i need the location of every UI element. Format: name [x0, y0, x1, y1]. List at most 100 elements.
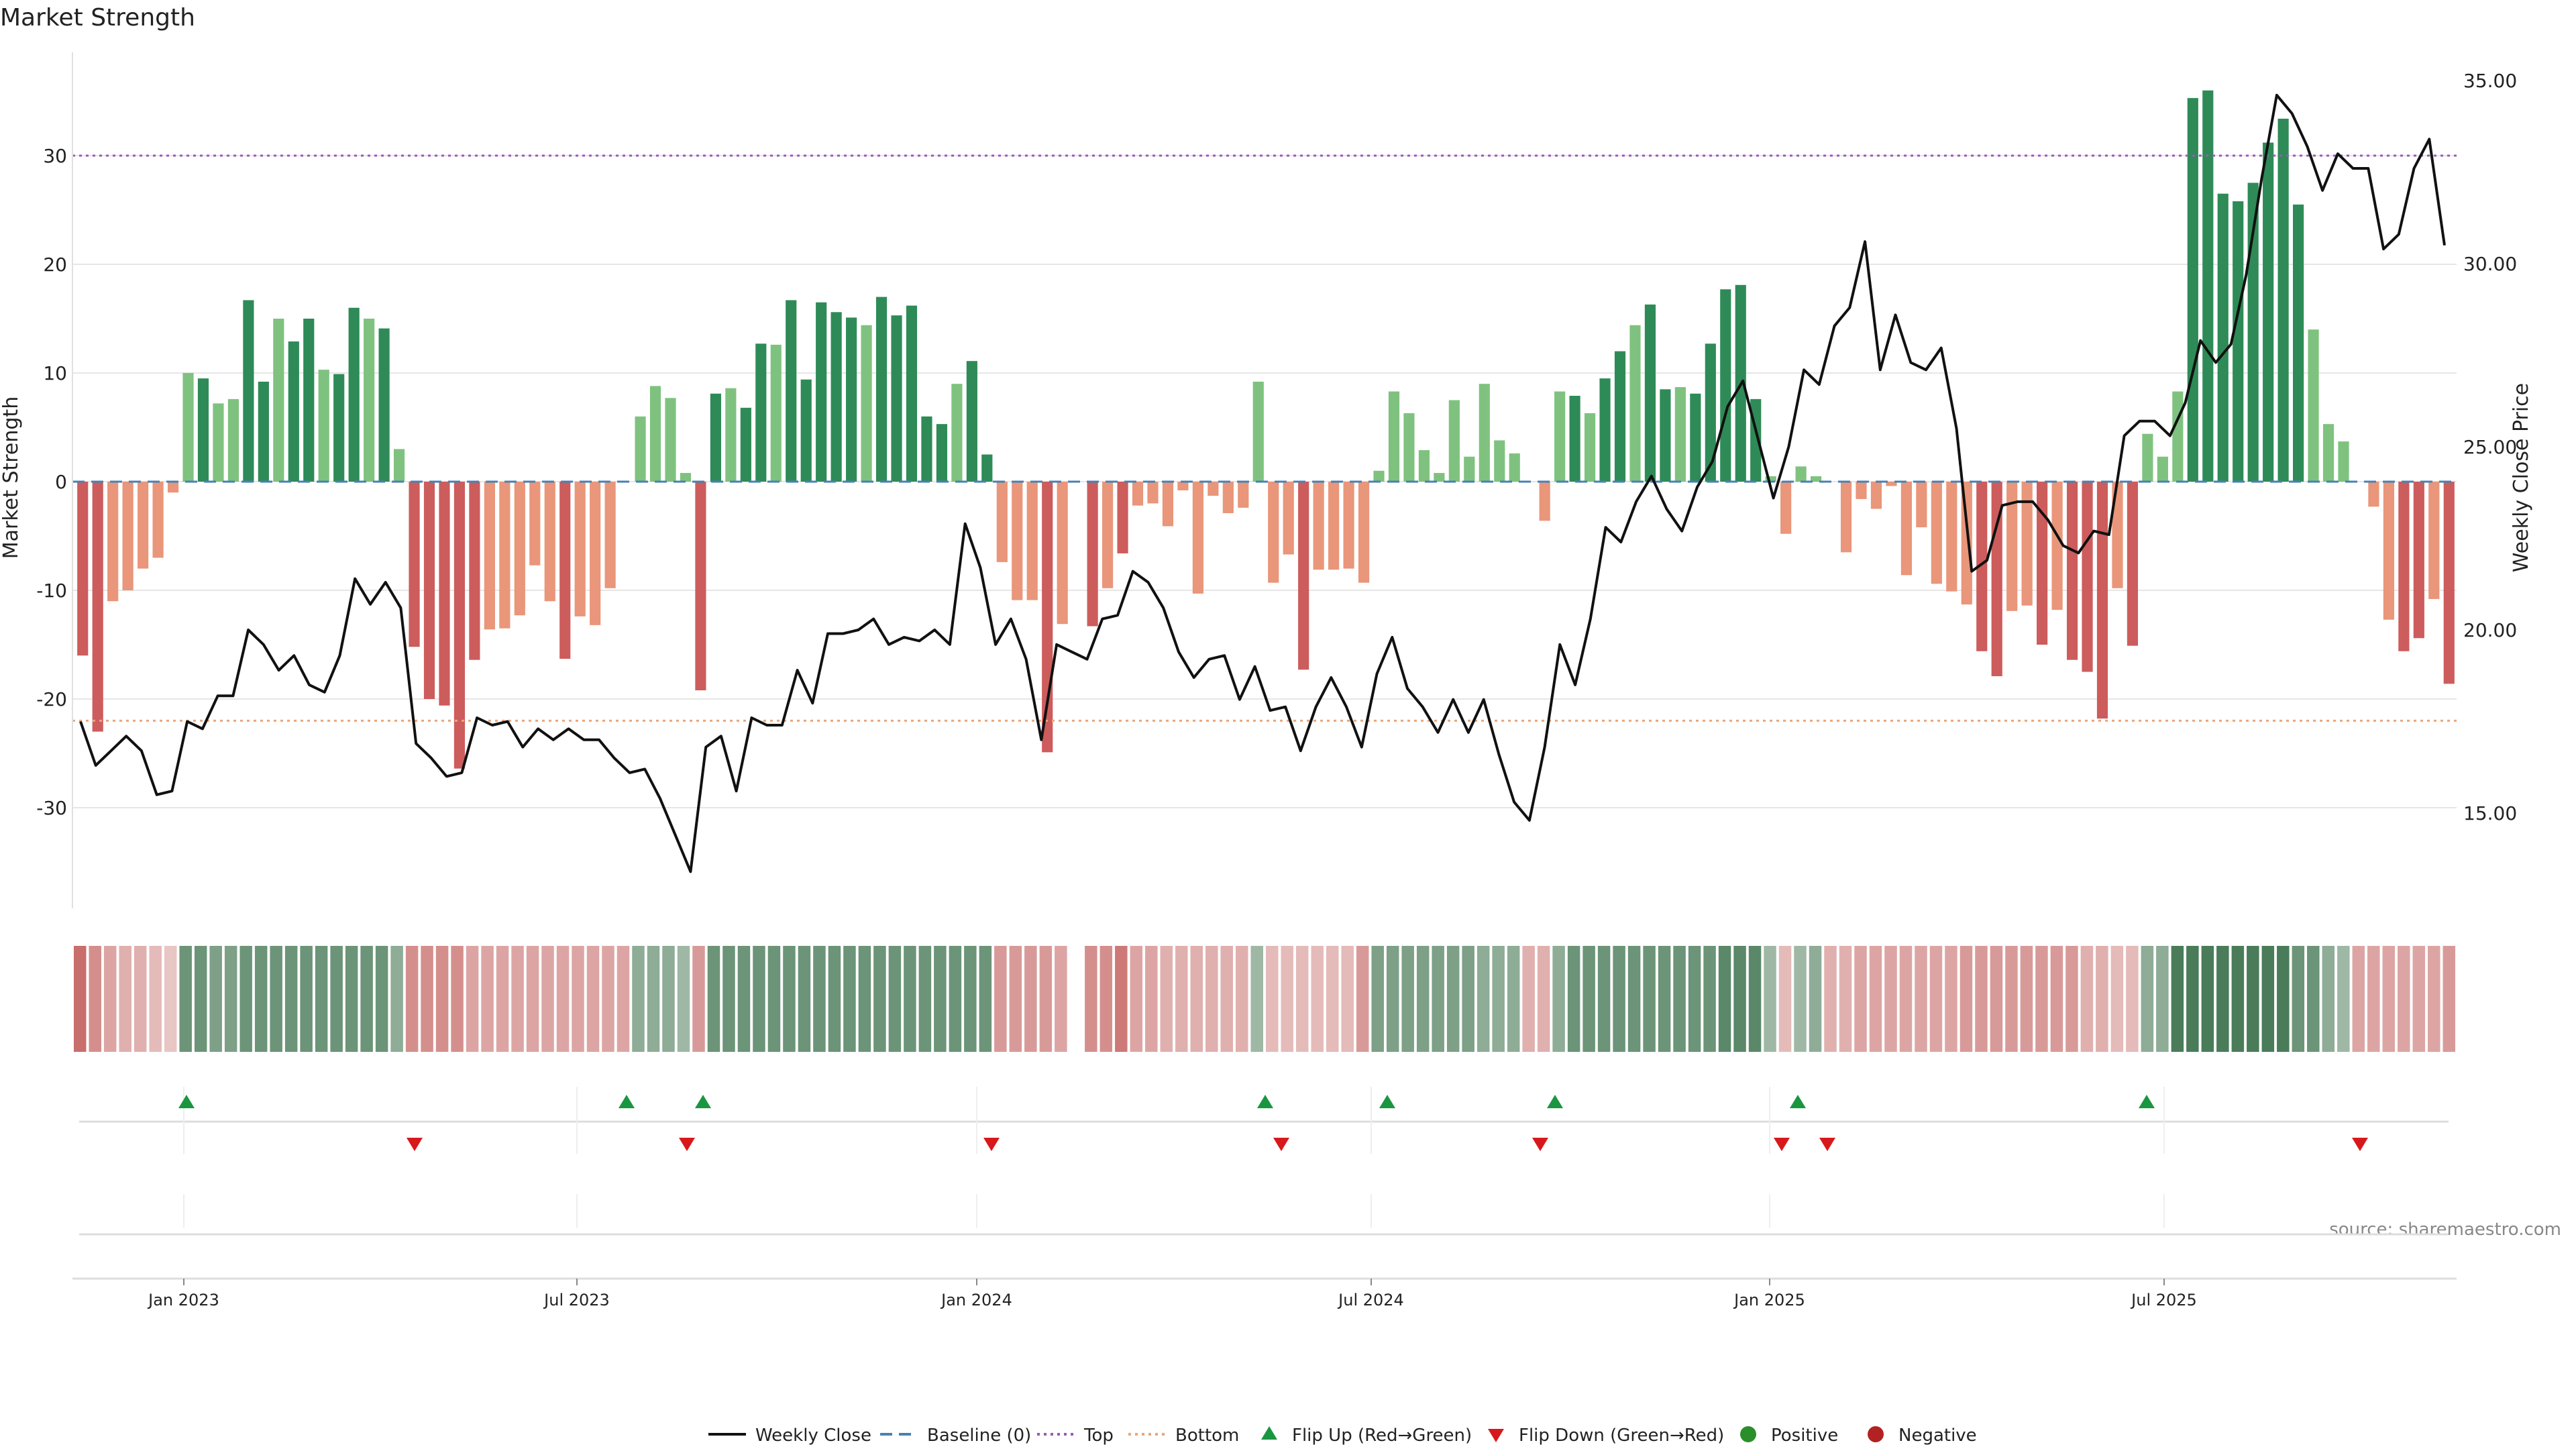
heatmap-cell: [239, 946, 252, 1052]
y-axis-label: Market Strength: [0, 396, 23, 559]
strength-bar: [1946, 482, 1957, 592]
heatmap-cell: [1990, 946, 2003, 1052]
heatmap-cell: [572, 946, 584, 1052]
flip-up-marker: [1257, 1095, 1273, 1108]
heatmap-cell: [1311, 946, 1324, 1052]
strength-bar: [273, 319, 284, 482]
strength-bar: [1931, 482, 1942, 584]
strength-bar: [1705, 343, 1716, 482]
heatmap-cell: [904, 946, 916, 1052]
heatmap-cell: [1733, 946, 1746, 1052]
strength-bar: [1147, 482, 1159, 504]
y2-tick-label: 25.00: [2463, 436, 2517, 458]
heatmap-cell: [1899, 946, 1913, 1052]
heatmap-cell: [270, 946, 282, 1052]
heatmap-cell: [979, 946, 992, 1052]
heatmap-cell: [767, 946, 781, 1052]
strength-bar: [936, 424, 948, 482]
legend-label: Flip Down (Green→Red): [1519, 1426, 1724, 1446]
heatmap-cell: [330, 946, 343, 1052]
heatmap-cell: [798, 946, 811, 1052]
strength-bar: [1012, 482, 1023, 600]
heatmap-cell: [1854, 946, 1867, 1052]
heatmap-cell: [1492, 946, 1505, 1052]
strength-bar: [830, 312, 842, 482]
heatmap-cell: [813, 946, 826, 1052]
strength-bar: [604, 482, 616, 588]
strength-bar: [453, 482, 466, 769]
heatmap-cell: [1975, 946, 1988, 1052]
strength-bar: [2263, 142, 2274, 482]
strength-bar: [2096, 482, 2108, 719]
heatmap-cell: [1778, 946, 1792, 1052]
heatmap-cell: [2322, 946, 2335, 1052]
heatmap-cell: [1099, 946, 1113, 1052]
flip-down-marker: [983, 1138, 1000, 1151]
strength-bar: [1584, 413, 1596, 482]
strength-bar: [1614, 351, 1626, 482]
strength-bar: [2051, 482, 2063, 610]
heatmap-cell: [2141, 946, 2154, 1052]
heatmap-cell: [2050, 946, 2063, 1052]
heatmap-cell: [1673, 946, 1686, 1052]
strength-bar: [770, 344, 782, 482]
heatmap-cell: [1462, 946, 1474, 1052]
strength-bar: [816, 302, 827, 482]
weekly-close-line: [79, 93, 2446, 873]
strength-bar: [996, 482, 1008, 562]
strength-bar: [439, 482, 450, 706]
strength-bar: [1298, 482, 1309, 670]
strength-bar: [1026, 482, 1038, 600]
strength-bar: [378, 328, 390, 482]
strength-bar: [2142, 433, 2153, 482]
strength-bar: [138, 482, 149, 569]
axes: 30 20 10 0 -10 -20 -30 35.00 30.00 25.00 20.00 15.0…: [36, 52, 2517, 908]
flip-down-marker: [1819, 1138, 1835, 1151]
strength-bar: [2308, 329, 2319, 482]
heatmap-cell: [843, 946, 856, 1052]
heatmap-cell: [1960, 946, 1973, 1052]
strength-bar: [2202, 90, 2214, 482]
heatmap-cell: [662, 946, 675, 1052]
strength-bar: [861, 325, 872, 482]
strength-bar: [951, 384, 963, 482]
strength-bar: [318, 370, 329, 482]
strength-bar: [590, 482, 601, 625]
strength-bar: [1434, 473, 1445, 482]
heatmap-cell: [1567, 946, 1580, 1052]
strength-bar: [1569, 396, 1580, 482]
heatmap-cell: [1326, 946, 1339, 1052]
heatmap-cell: [2110, 946, 2124, 1052]
strength-bar: [1252, 381, 1264, 482]
strength-bar: [1554, 391, 1566, 482]
heatmap-cell: [888, 946, 902, 1052]
strength-bar: [2368, 482, 2379, 507]
heatmap-cell: [1869, 946, 1882, 1052]
strength-bar: [2338, 441, 2349, 482]
heatmap-cell: [828, 946, 841, 1052]
heatmap-cell: [1190, 946, 1203, 1052]
heatmap-cell: [1884, 946, 1897, 1052]
strength-bar: [800, 379, 812, 482]
heatmap-cell: [1703, 946, 1716, 1052]
heatmap-cell: [2428, 946, 2440, 1052]
y-tick-label: -30: [36, 797, 67, 819]
strength-bar: [1644, 304, 1656, 482]
strength-bar: [2428, 482, 2440, 599]
legend: Weekly Close Baseline (0) Top Bottom Flip Up…: [708, 1426, 1977, 1446]
strength-bar: [1811, 476, 1822, 482]
heatmap-cell: [1477, 946, 1490, 1052]
heatmap-cell: [1160, 946, 1173, 1052]
x-tick-label: Jul 2024: [1337, 1291, 1404, 1309]
y-tick-label: 10: [43, 362, 67, 384]
strength-bar: [469, 482, 480, 660]
heatmap-cell: [632, 946, 645, 1052]
heatmap-cell: [707, 946, 720, 1052]
heatmap-cell: [1718, 946, 1731, 1052]
heatmap-cell: [2443, 946, 2455, 1052]
heatmap-cell: [2292, 946, 2305, 1052]
strength-bar: [1961, 482, 1972, 605]
heatmap-cell: [602, 946, 614, 1052]
strength-bar: [2037, 482, 2048, 645]
x-tick-label: Jan 2025: [1733, 1291, 1805, 1309]
